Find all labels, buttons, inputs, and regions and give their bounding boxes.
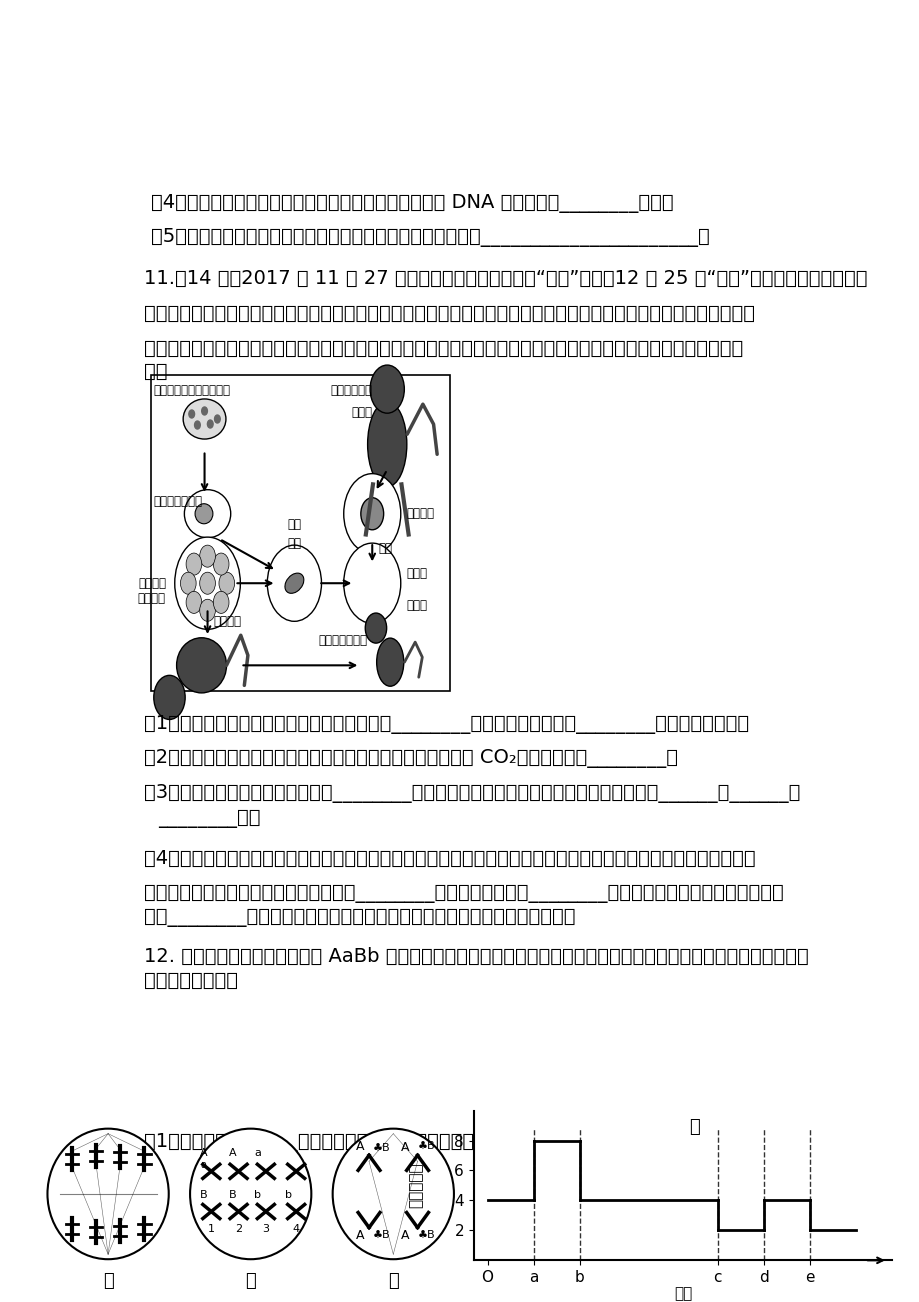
Ellipse shape [195, 504, 212, 523]
Text: ♣B: ♣B [372, 1143, 390, 1152]
Text: 胚胎成纤维细胞: 胚胎成纤维细胞 [153, 495, 202, 508]
Text: （5）与愈伤组织相比，冠瘿组织的生长速度更快，原因可能是______________________。: （5）与愈伤组织相比，冠瘿组织的生长速度更快，原因可能是____________… [151, 228, 709, 247]
Text: 细胞，胚胎干细胞在功能上的特性是具有________，可以在体外进行________，培育出人造组织器官，也可以培: 细胞，胚胎干细胞在功能上的特性是具有________，可以在体外进行______… [143, 884, 782, 904]
Text: a: a [255, 1148, 261, 1157]
Circle shape [219, 572, 234, 594]
Ellipse shape [183, 398, 226, 439]
Text: 丙: 丙 [388, 1272, 398, 1290]
Circle shape [360, 497, 383, 530]
Text: 胚胎移植: 胚胎移植 [213, 615, 242, 628]
Text: 去核卵: 去核卵 [406, 566, 427, 579]
Text: ♣B: ♣B [372, 1230, 390, 1240]
Circle shape [186, 591, 201, 613]
Circle shape [213, 591, 229, 613]
Text: 体细胞克隆猕猴: 体细胞克隆猕猴 [318, 634, 367, 647]
Text: （3）克隆称猴的获得本质上是一种________繁殖，该培育过程中用到的细胞工程技术主要有______、______、: （3）克隆称猴的获得本质上是一种________繁殖，该培育过程中用到的细胞工程… [143, 784, 799, 803]
Circle shape [369, 365, 403, 413]
Text: 猕猴胚胎成纤维细胞培养: 猕猴胚胎成纤维细胞培养 [153, 384, 231, 397]
Bar [151, 375, 449, 690]
Text: 这既能满足脑疾病和脑高级认知功能研究的迫切需要，又可广泛应用于新药测试。下图为克隆称猴的培育流程。请回: 这既能满足脑疾病和脑高级认知功能研究的迫切需要，又可广泛应用于新药测试。下图为克… [143, 339, 742, 358]
Ellipse shape [190, 1129, 311, 1259]
Text: A: A [356, 1139, 364, 1152]
Text: 11.（14 分）2017 年 11 月 27 日世界上首只体细胞克隆猴“中中”诞生，12 月 25 日“华华”诞生。这意味着中国将: 11.（14 分）2017 年 11 月 27 日世界上首只体细胞克隆猴“中中”… [143, 268, 866, 288]
Text: A: A [199, 1148, 207, 1157]
Ellipse shape [333, 1129, 453, 1259]
Text: 1: 1 [208, 1224, 214, 1234]
Text: 去核: 去核 [378, 542, 391, 555]
Text: A: A [401, 1142, 409, 1155]
Circle shape [199, 599, 215, 621]
Text: b: b [255, 1190, 261, 1200]
Ellipse shape [368, 401, 406, 487]
Text: A: A [401, 1229, 409, 1242]
Text: （4）克隆称猴的成功为解决人类器官移植来源不足和免疫排斥迀出了重大一步。构建重组细胞后，经培养形成胚胎干: （4）克隆称猴的成功为解决人类器官移植来源不足和免疫排斥迀出了重大一步。构建重组… [143, 849, 754, 868]
Text: 提供卵母细胞: 提供卵母细胞 [330, 384, 372, 397]
Text: 激活: 激活 [287, 538, 301, 551]
Text: （1）甲细胞内有______个染色体组，乙细胞所处的特定时期叫________，丙图所示细胞名称为________。: （1）甲细胞内有______个染色体组，乙细胞所处的特定时期叫________，… [143, 1133, 784, 1152]
Text: 育在________细胞上，使其维持不分化状态，作为研究体外细胞分化的材料。: 育在________细胞上，使其维持不分化状态，作为研究体外细胞分化的材料。 [143, 909, 574, 927]
Text: 融合: 融合 [287, 518, 301, 531]
Text: 克隆胚胎: 克隆胚胎 [138, 577, 166, 590]
Text: ♣B: ♣B [417, 1230, 435, 1240]
Circle shape [194, 421, 200, 430]
Text: 的猕猴: 的猕猴 [351, 406, 372, 419]
Circle shape [175, 538, 240, 629]
Text: （2）胚胎成纤维细胞在培养过程中需要一定的气体环境，其中 CO₂的主要作用是________。: （2）胚胎成纤维细胞在培养过程中需要一定的气体环境，其中 CO₂的主要作用是__… [143, 749, 676, 768]
Text: B: B [229, 1190, 236, 1200]
Text: 请回答下列问题：: 请回答下列问题： [143, 971, 237, 991]
Circle shape [213, 553, 229, 575]
Circle shape [188, 410, 194, 418]
Circle shape [201, 408, 207, 415]
Text: 甲: 甲 [103, 1272, 113, 1290]
Text: （4）要检测目的基因是否插入到冠瘿组织细胞的染色体 DNA 上，可采用________技术。: （4）要检测目的基因是否插入到冠瘿组织细胞的染色体 DNA 上，可采用_____… [151, 194, 673, 214]
Text: 卵母细胞: 卵母细胞 [406, 508, 434, 521]
Text: A: A [229, 1148, 236, 1157]
Text: 4: 4 [292, 1224, 300, 1234]
Text: 答：: 答： [143, 362, 167, 380]
Circle shape [214, 415, 220, 423]
Circle shape [267, 546, 321, 621]
Ellipse shape [184, 490, 231, 538]
Circle shape [207, 421, 213, 428]
X-axis label: 时间: 时间 [674, 1286, 691, 1302]
Text: A: A [356, 1229, 364, 1242]
Circle shape [199, 572, 215, 594]
Ellipse shape [285, 573, 303, 594]
Ellipse shape [48, 1129, 168, 1259]
Text: 丁: 丁 [688, 1118, 699, 1137]
Circle shape [344, 543, 401, 624]
Text: 12. 下图甲、乙、丙是基因型为 AaBb 的雌性高等动物细胞分裂模式图，图丁表示细胞分裂过程中染色体数目变化曲线。: 12. 下图甲、乙、丙是基因型为 AaBb 的雌性高等动物细胞分裂模式图，图丁表… [143, 948, 808, 966]
Text: 母细胞: 母细胞 [406, 599, 427, 612]
Text: 3: 3 [262, 1224, 269, 1234]
Y-axis label: 染色体数目: 染色体数目 [408, 1163, 423, 1208]
Ellipse shape [176, 638, 226, 693]
Text: （1）为了获得较多的卵母细胞需要对供体注射________，卵母细胞要培养至________期再进行核移植。: （1）为了获得较多的卵母细胞需要对供体注射________，卵母细胞要培养至__… [143, 715, 748, 733]
Circle shape [365, 613, 386, 643]
Text: ♣B: ♣B [417, 1142, 435, 1151]
Circle shape [180, 572, 196, 594]
Text: ________等。: ________等。 [158, 809, 260, 828]
Text: 乙: 乙 [245, 1272, 255, 1290]
Text: 2: 2 [234, 1224, 242, 1234]
Ellipse shape [376, 638, 403, 686]
Text: b: b [285, 1190, 291, 1200]
Text: 代孕母猴: 代孕母猴 [138, 592, 165, 605]
Circle shape [199, 546, 215, 568]
Text: B: B [199, 1190, 207, 1200]
Circle shape [344, 474, 401, 553]
Circle shape [186, 553, 201, 575]
Text: 率先建立起可有效模拟人类疾病的动物模型。利用克隆技术，未来可在一年时间内，培育大批遗传背景相同的模型猴。: 率先建立起可有效模拟人类疾病的动物模型。利用克隆技术，未来可在一年时间内，培育大… [143, 303, 754, 323]
Text: a: a [200, 1160, 206, 1169]
Circle shape [153, 676, 185, 720]
